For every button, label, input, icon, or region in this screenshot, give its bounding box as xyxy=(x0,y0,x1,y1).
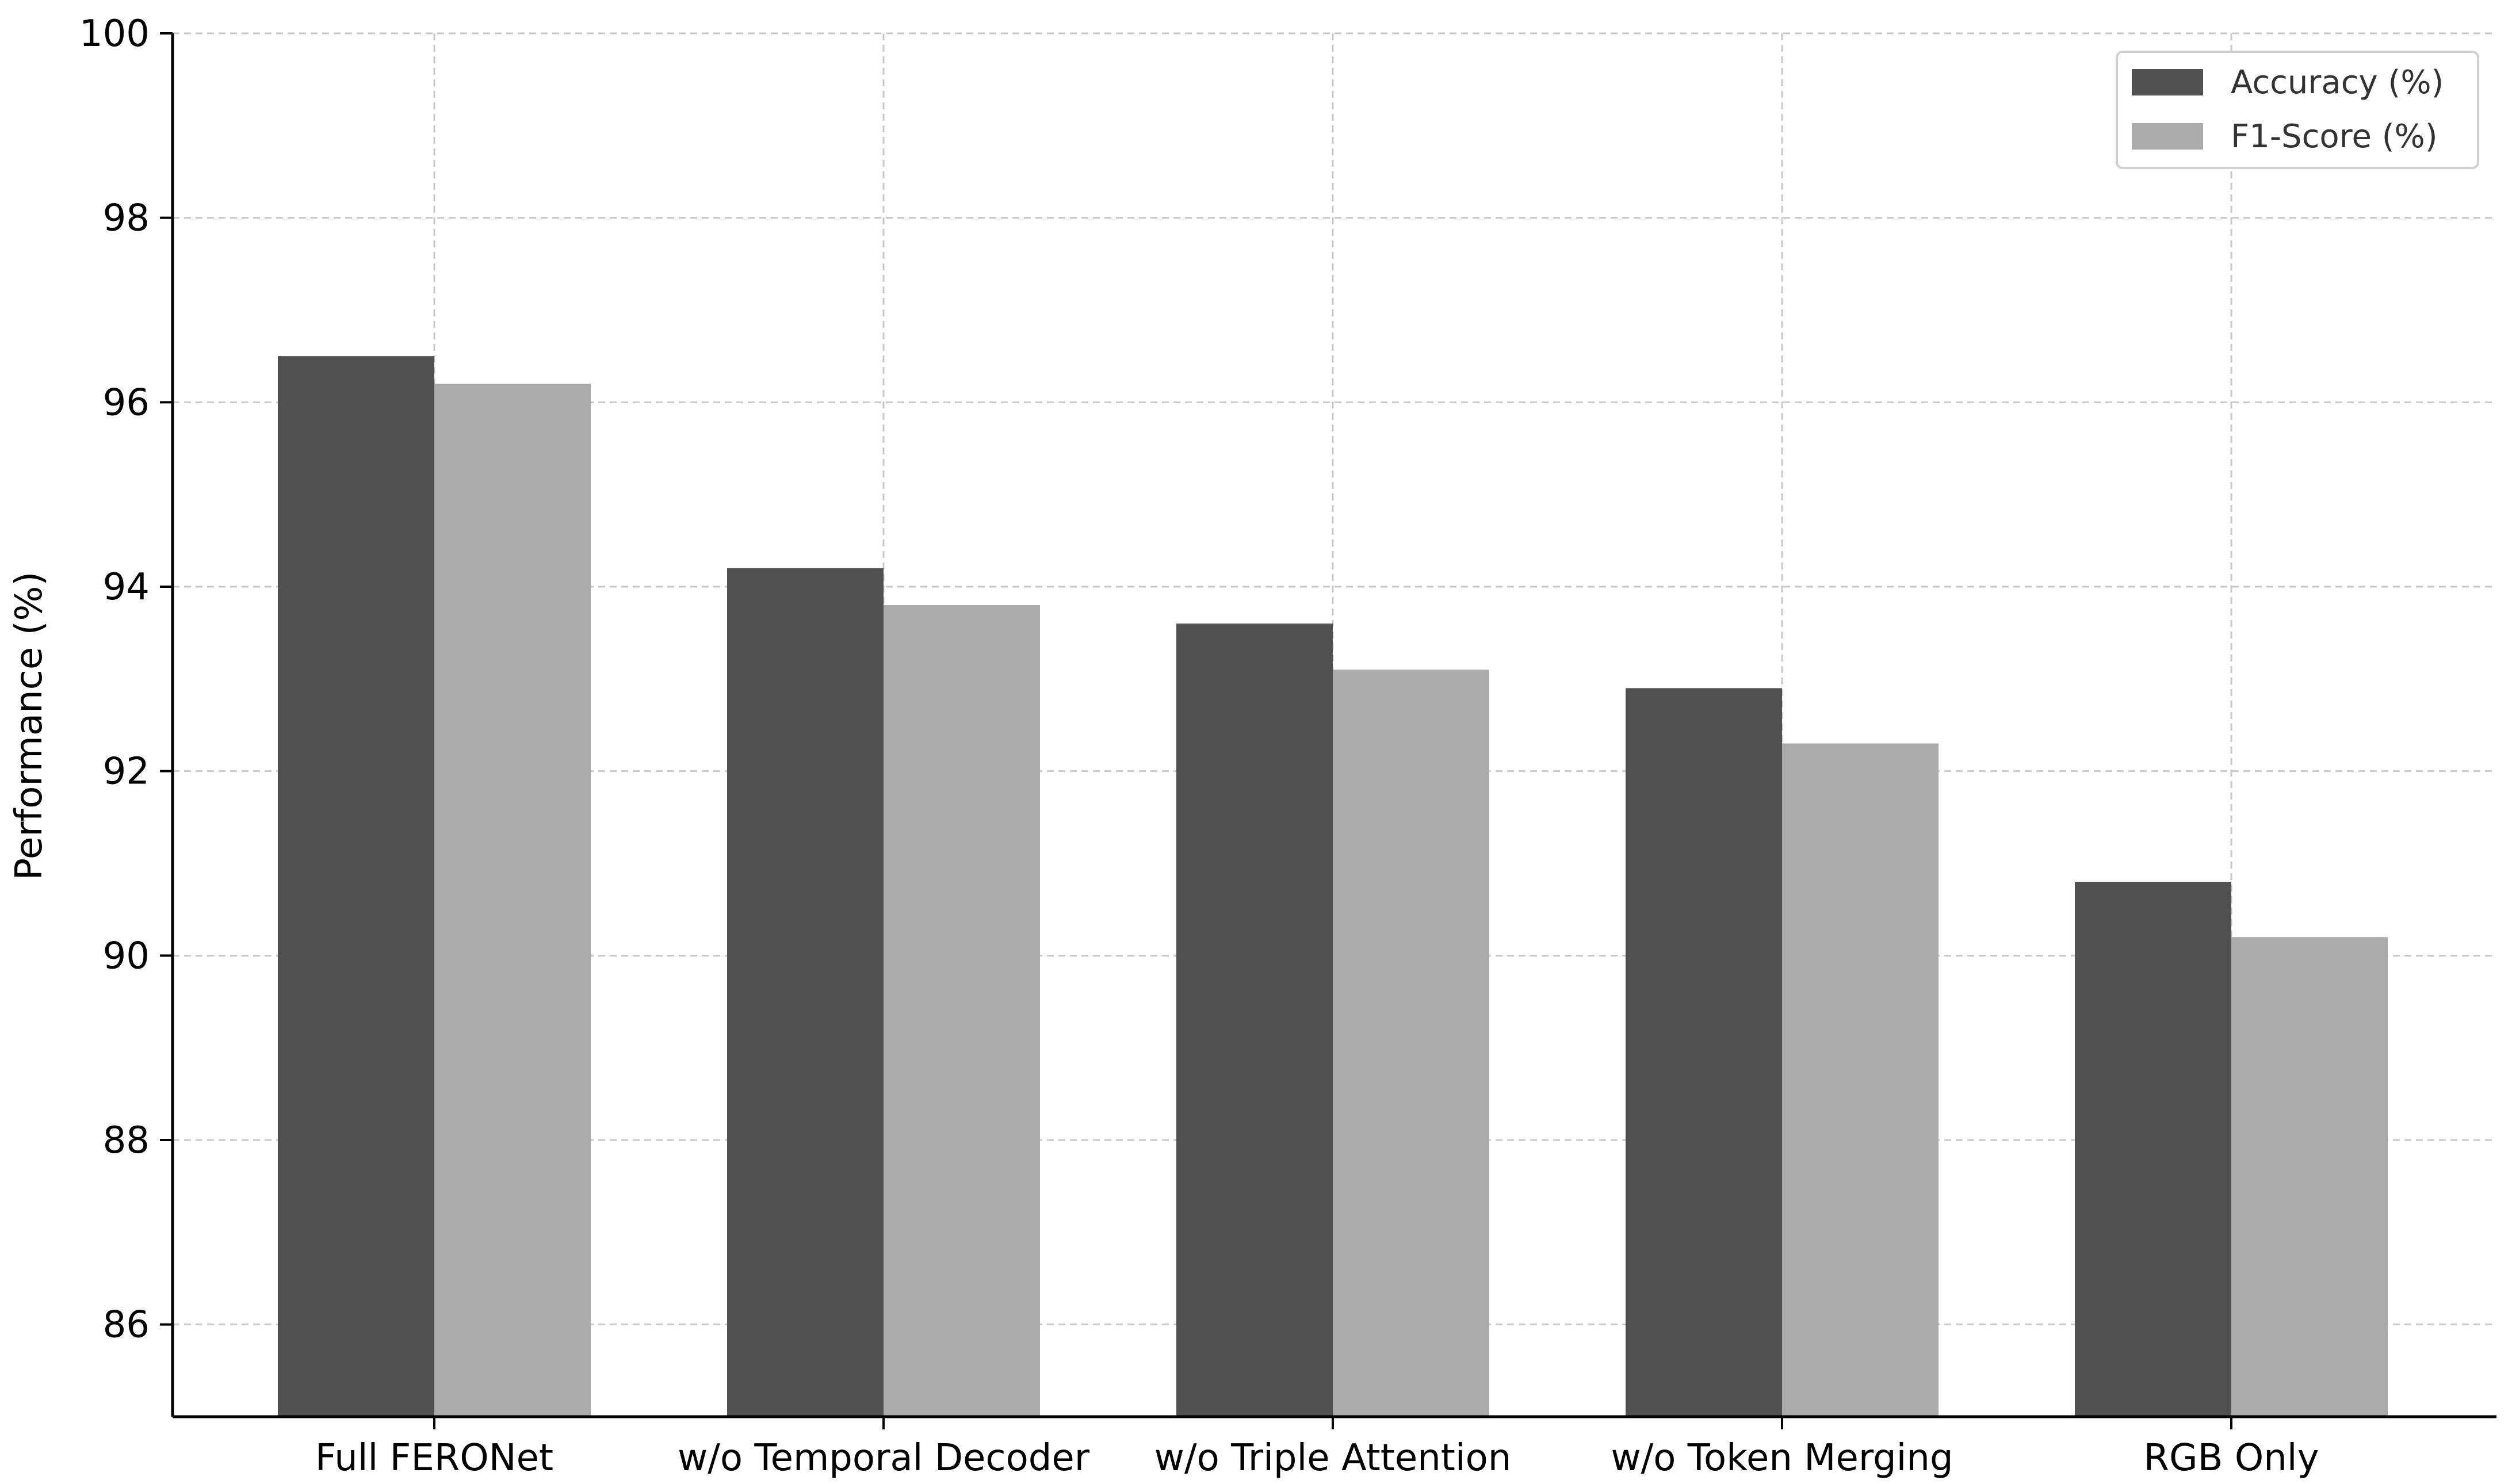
y-tick-label: 100 xyxy=(79,13,150,55)
bar-series-2 xyxy=(1782,743,1939,1417)
y-tick-label: 94 xyxy=(103,566,150,609)
legend-swatch xyxy=(2132,123,2203,150)
y-tick-label: 90 xyxy=(103,935,150,977)
legend-swatch xyxy=(2132,69,2203,95)
x-tick-label: w/o Temporal Decoder xyxy=(678,1437,1090,1479)
y-tick-label: 96 xyxy=(103,381,150,424)
tick-labels: 86 88 90 92 94 96 98 100 Full FERONet w/o Tempora… xyxy=(79,13,2319,1479)
x-tick-label: w/o Triple Attention xyxy=(1154,1437,1512,1479)
x-tick-label: RGB Only xyxy=(2144,1437,2319,1479)
bar-series-2 xyxy=(1333,670,1489,1417)
x-tick-label: w/o Token Merging xyxy=(1611,1437,1953,1479)
legend-label: F1-Score (%) xyxy=(2231,118,2438,155)
bar-series-2 xyxy=(2231,937,2388,1417)
axes xyxy=(160,32,2496,1429)
bar-series-1 xyxy=(2075,882,2231,1417)
legend: Accuracy (%) F1-Score (%) xyxy=(2116,51,2479,169)
bar-series-2 xyxy=(434,384,591,1417)
x-tick-label: Full FERONet xyxy=(315,1437,553,1479)
bar-series-1 xyxy=(278,356,434,1417)
bar-series-1 xyxy=(1176,624,1333,1417)
legend-label: Accuracy (%) xyxy=(2231,64,2444,101)
y-tick-label: 92 xyxy=(103,751,150,793)
y-tick-label: 98 xyxy=(103,197,150,240)
y-axis-label: Performance (%) xyxy=(8,572,51,881)
y-tick-label: 88 xyxy=(103,1119,150,1162)
legend-box xyxy=(2116,51,2479,169)
bars xyxy=(278,356,2388,1417)
bar-series-1 xyxy=(1626,688,1782,1417)
bar-series-1 xyxy=(727,568,884,1417)
bar-series-2 xyxy=(884,605,1040,1417)
y-tick-label: 86 xyxy=(103,1304,150,1347)
